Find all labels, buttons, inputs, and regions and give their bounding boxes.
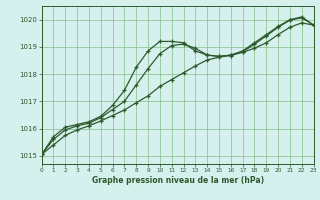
X-axis label: Graphe pression niveau de la mer (hPa): Graphe pression niveau de la mer (hPa) [92, 176, 264, 185]
